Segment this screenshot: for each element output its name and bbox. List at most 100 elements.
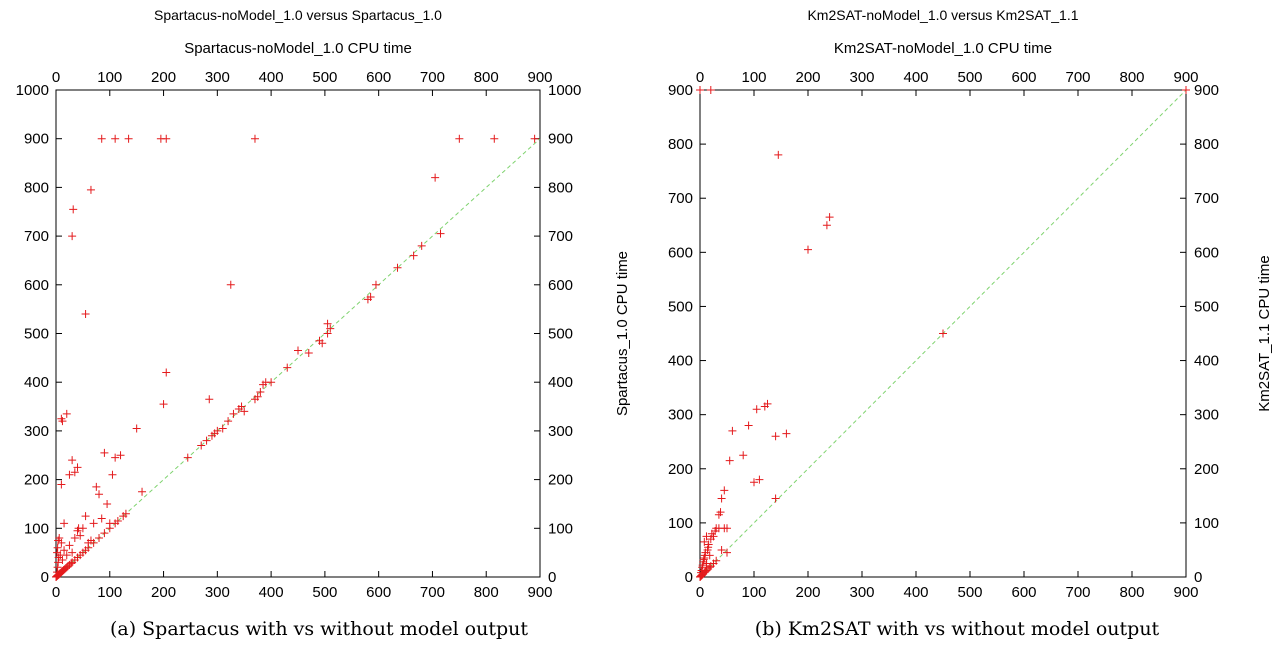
scatter-point xyxy=(78,524,87,533)
y-tick-label-right: 1000 xyxy=(548,82,581,99)
scatter-point xyxy=(138,487,147,496)
scatter-point xyxy=(294,346,302,355)
x-tick-label-bottom: 500 xyxy=(312,584,337,601)
plot-frame xyxy=(699,89,1187,578)
scatter-point xyxy=(366,292,375,301)
scatter-point xyxy=(939,329,947,338)
scatter-point xyxy=(89,519,98,528)
scatter-point xyxy=(409,251,418,260)
scatter-point xyxy=(723,548,731,557)
y-tick-label-right: 400 xyxy=(1194,353,1219,370)
scatter-point xyxy=(699,557,708,566)
scatter-point xyxy=(86,185,95,194)
x-tick-label-bottom: 0 xyxy=(696,584,704,601)
scatter-point xyxy=(699,569,708,578)
scatter-point xyxy=(725,456,734,465)
y-tick-label-right: 300 xyxy=(548,423,573,440)
x-tick-label-bottom: 600 xyxy=(366,584,391,601)
scatter-point xyxy=(698,563,707,572)
scatter-point xyxy=(698,570,707,579)
x-tick-label-bottom: 400 xyxy=(903,584,928,601)
scatter-point xyxy=(76,531,85,540)
y-tick-label-left: 900 xyxy=(24,131,49,148)
scatter-point xyxy=(709,532,718,541)
scatter-point xyxy=(73,463,82,472)
scatter-point xyxy=(226,280,235,289)
x-tick-label-top: 900 xyxy=(1173,69,1198,86)
x-tick-label-top: 700 xyxy=(1065,69,1090,86)
y-tick-label-left: 800 xyxy=(668,136,693,153)
scatter-point xyxy=(431,173,440,182)
x-tick-label-bottom: 800 xyxy=(1119,584,1144,601)
x-tick-label-bottom: 900 xyxy=(1173,584,1198,601)
scatter-point xyxy=(183,453,192,462)
x-tick-label-top: 500 xyxy=(312,69,337,86)
scatter-point xyxy=(774,150,783,159)
scatter-point xyxy=(70,468,79,477)
scatter-point xyxy=(825,213,834,222)
y-tick-label-right: 0 xyxy=(1194,569,1202,586)
x-tick-label-bottom: 400 xyxy=(259,584,284,601)
x-tick-label-bottom: 100 xyxy=(741,584,766,601)
scatter-point xyxy=(162,134,171,143)
scatter-point xyxy=(717,545,726,554)
x-tick-label-bottom: 300 xyxy=(205,584,230,601)
x-tick-label-top: 300 xyxy=(849,69,874,86)
x-tick-label-bottom: 200 xyxy=(795,584,820,601)
y-tick-label-right: 900 xyxy=(548,131,573,148)
y-tick-label-left: 100 xyxy=(24,520,49,537)
scatter-point xyxy=(716,508,725,517)
scatter-point xyxy=(95,534,104,543)
scatter-point xyxy=(417,241,426,250)
scatter-point xyxy=(224,417,233,426)
y-tick-label-left: 0 xyxy=(41,569,49,586)
scatter-point xyxy=(205,395,214,404)
scatter-point xyxy=(100,448,109,457)
scatter-point xyxy=(92,482,101,491)
x-tick-label-top: 400 xyxy=(903,69,928,86)
scatter-point xyxy=(763,399,772,408)
scatter-point xyxy=(752,405,761,414)
scatter-point xyxy=(60,519,69,528)
scatter-point xyxy=(723,524,731,533)
x-tick-label-top: 400 xyxy=(259,69,284,86)
y-tick-label-right: 200 xyxy=(548,472,573,489)
chart-panel-spartacus: Spartacus-noModel_1.0 versus Spartacus_1… xyxy=(16,7,631,640)
x-tick-label-bottom: 0 xyxy=(52,584,60,601)
scatter-point xyxy=(60,546,69,555)
scatter-point xyxy=(782,429,791,438)
x-tick-label-bottom: 100 xyxy=(97,584,122,601)
y-tick-label-right: 100 xyxy=(548,520,573,537)
scatter-point xyxy=(253,392,262,401)
y-tick-label-left: 200 xyxy=(668,461,693,478)
caption-spartacus: (a) Spartacus with vs without model outp… xyxy=(109,618,529,640)
scatter-point xyxy=(113,516,122,525)
x-tick-label-bottom: 700 xyxy=(420,584,445,601)
scatter-point xyxy=(116,451,125,460)
scatter-point xyxy=(229,409,238,418)
scatter-point xyxy=(455,134,464,143)
x-tick-label-top: 0 xyxy=(52,69,60,86)
scatter-point xyxy=(58,555,67,564)
scatter-point xyxy=(100,529,109,538)
chart-title: Km2SAT-noModel_1.0 versus Km2SAT_1.1 xyxy=(807,7,1078,23)
scatter-point xyxy=(530,134,539,143)
scatter-point xyxy=(68,456,77,465)
y-tick-label-left: 900 xyxy=(668,82,693,99)
y-axis-title: Km2SAT_1.1 CPU time xyxy=(1256,255,1273,411)
scatter-point xyxy=(490,134,499,143)
scatter-point xyxy=(304,348,313,357)
x-tick-label-top: 300 xyxy=(205,69,230,86)
scatter-point xyxy=(202,436,211,445)
scatter-point xyxy=(240,407,249,416)
chart-title: Spartacus-noModel_1.0 versus Spartacus_1… xyxy=(154,7,442,23)
x-tick-label-top: 800 xyxy=(474,69,499,86)
scatter-point xyxy=(218,424,227,433)
scatter-point xyxy=(750,478,758,487)
y-tick-label-right: 600 xyxy=(1194,244,1219,261)
scatter-point xyxy=(323,329,332,338)
scatter-point xyxy=(121,509,130,518)
scatter-point xyxy=(705,563,714,572)
x-axis-title: Km2SAT-noModel_1.0 CPU time xyxy=(834,40,1052,57)
scatter-point xyxy=(702,559,711,568)
